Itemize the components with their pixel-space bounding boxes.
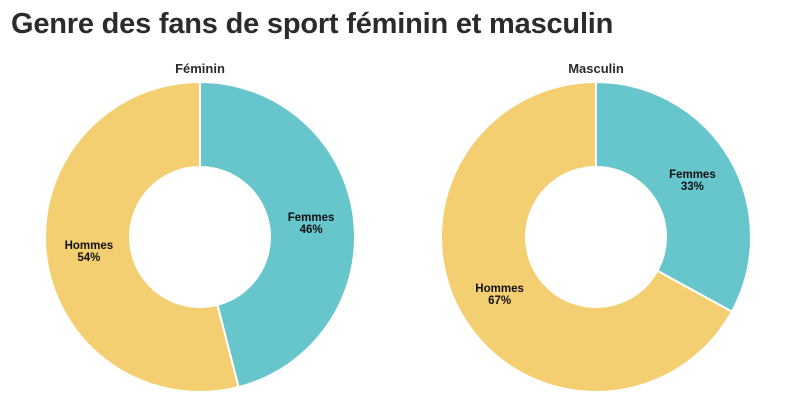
slice-value-hommes-masculin: 67% bbox=[488, 295, 511, 307]
panel-title-masculin: Masculin bbox=[568, 61, 624, 76]
slice-hommes-feminin bbox=[44, 80, 240, 393]
slice-value-femmes-feminin: 46% bbox=[300, 224, 323, 236]
slice-label-hommes-feminin: Hommes bbox=[65, 240, 114, 252]
slice-hommes-masculin bbox=[440, 80, 734, 393]
slice-value-femmes-masculin: 33% bbox=[681, 181, 704, 193]
panel-title-feminin: Féminin bbox=[175, 61, 225, 76]
slice-femmes-feminin bbox=[199, 80, 356, 389]
slice-label-femmes-masculin: Femmes bbox=[669, 169, 716, 181]
slice-femmes-masculin bbox=[595, 80, 752, 314]
slice-label-femmes-feminin: Femmes bbox=[288, 212, 335, 224]
chart-title: Genre des fans de sport féminin et mascu… bbox=[11, 8, 614, 40]
slice-label-hommes-masculin: Hommes bbox=[475, 283, 524, 295]
slice-value-hommes-feminin: 54% bbox=[77, 252, 100, 264]
